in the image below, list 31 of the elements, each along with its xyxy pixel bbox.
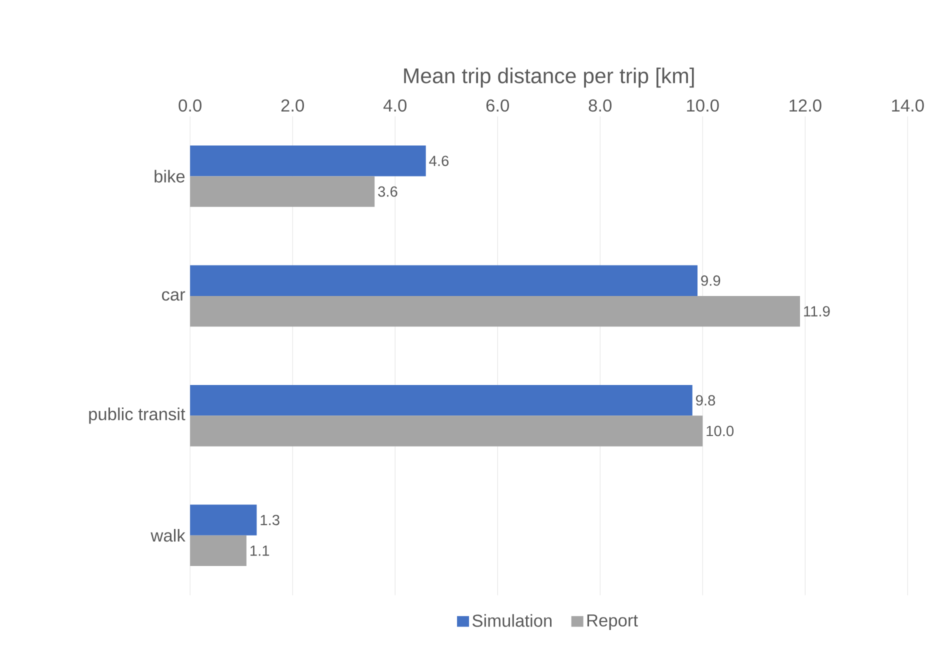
legend-label: Report: [587, 614, 638, 630]
bar: [190, 535, 246, 566]
data-label: 10.0: [706, 426, 734, 436]
x-tick-label: 4.0: [383, 99, 406, 112]
x-tick-label: 0.0: [178, 99, 202, 112]
bar: [190, 265, 698, 296]
y-tick-label: public transit: [89, 407, 186, 424]
bar: [190, 504, 257, 536]
data-label: 1.1: [250, 546, 270, 556]
x-tick-label: 8.0: [588, 99, 612, 112]
data-label: 11.9: [804, 306, 830, 316]
x-axis-title: Mean trip distance per trip [km]: [404, 68, 694, 88]
x-tick-label: 14.0: [892, 99, 924, 112]
data-label: 9.9: [701, 275, 720, 286]
bar: [190, 296, 800, 327]
y-tick-label: bike: [154, 170, 185, 182]
data-label: 4.6: [429, 156, 449, 166]
bar: [190, 176, 375, 207]
x-tick-label: 6.0: [486, 99, 509, 112]
bar: [190, 145, 426, 176]
y-tick-label: car: [162, 291, 186, 301]
data-label: 3.6: [378, 186, 398, 197]
data-label: 9.8: [696, 395, 716, 406]
bar: [190, 384, 692, 416]
bar: [190, 416, 703, 446]
x-tick-label: 10.0: [687, 99, 719, 112]
legend-label: Simulation: [472, 614, 552, 627]
y-tick-label: walk: [150, 528, 186, 542]
x-tick-label: 12.0: [790, 99, 822, 112]
x-tick-label: 2.0: [281, 99, 304, 112]
data-label: 1.3: [260, 514, 280, 526]
